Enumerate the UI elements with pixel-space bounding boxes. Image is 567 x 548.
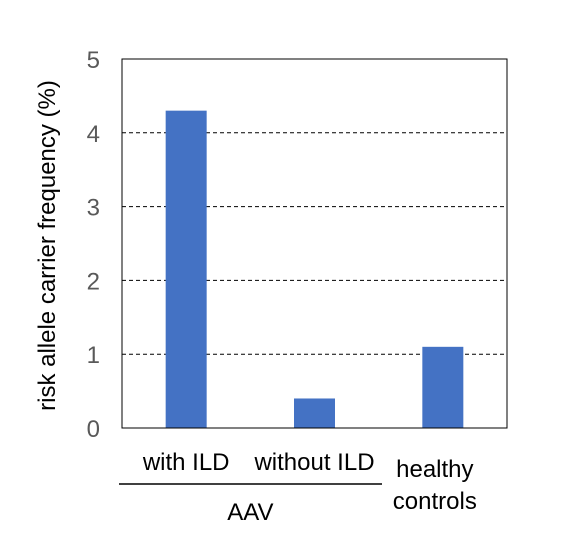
x-category-label: healthy xyxy=(396,456,473,483)
y-tick-label: 2 xyxy=(87,268,100,295)
y-tick-label: 5 xyxy=(87,47,100,74)
x-category-labels: with ILD without ILD healthy controls xyxy=(142,449,477,515)
x-category-label: without ILD xyxy=(253,449,374,476)
bar xyxy=(422,346,464,428)
x-category-label: controls xyxy=(393,488,477,515)
y-tick-label: 3 xyxy=(87,195,100,222)
group-label: AAV xyxy=(227,499,273,526)
y-tick-label: 4 xyxy=(87,121,100,148)
x-category-label: with ILD xyxy=(142,449,230,476)
y-tick-label: 1 xyxy=(87,342,100,369)
y-axis-label: risk allele carrier frequency (%) xyxy=(34,80,61,411)
y-tick-labels: 0 1 2 3 4 5 xyxy=(87,47,100,443)
plot-area-frame xyxy=(121,58,508,429)
bar xyxy=(165,110,207,428)
bar xyxy=(294,398,335,428)
y-tick-label: 0 xyxy=(87,416,100,443)
bars xyxy=(165,110,464,428)
